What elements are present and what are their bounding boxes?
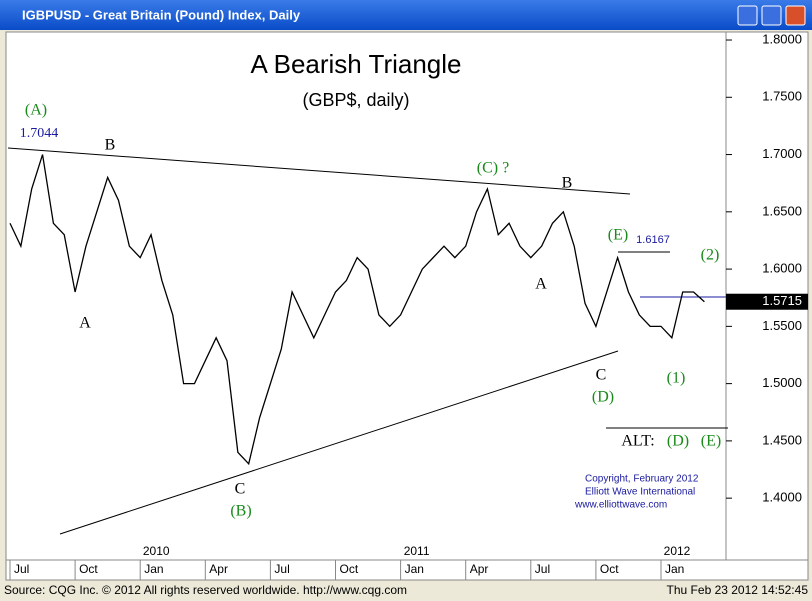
annotation: Elliott Wave International xyxy=(585,487,695,498)
annotation: B xyxy=(105,137,116,154)
year-label: 2012 xyxy=(664,544,691,558)
annotation: (A) xyxy=(25,102,47,119)
x-tick-label: Oct xyxy=(340,562,359,576)
x-tick-label: Apr xyxy=(209,562,228,576)
annotation: (E) xyxy=(701,433,721,450)
annotation: A xyxy=(79,315,91,332)
x-tick-label: Jan xyxy=(405,562,424,576)
minimize-button[interactable] xyxy=(737,5,758,26)
window-title: IGBPUSD - Great Britain (Pound) Index, D… xyxy=(22,7,301,22)
y-tick-label: 1.5000 xyxy=(762,375,802,390)
maximize-button[interactable] xyxy=(761,5,782,26)
title-bar xyxy=(0,0,812,30)
trendline-upper xyxy=(7,147,631,195)
annotation: www.elliottwave.com xyxy=(574,500,667,511)
annotation: (C) ? xyxy=(477,160,509,177)
annotation: B xyxy=(562,175,573,192)
price-line xyxy=(9,154,705,466)
annotation: C xyxy=(235,481,246,498)
y-tick-label: 1.5500 xyxy=(762,318,802,333)
x-tick-label: Oct xyxy=(79,562,98,576)
x-tick-label: Apr xyxy=(470,562,489,576)
annotation: (D) xyxy=(667,433,689,450)
annotation: 1.7044 xyxy=(20,126,59,141)
y-tick-label: 1.6000 xyxy=(762,261,802,276)
y-tick-label: 1.4000 xyxy=(762,490,802,505)
annotation: (B) xyxy=(230,503,251,520)
annotation: Copyright, February 2012 xyxy=(585,474,699,485)
x-tick-label: Oct xyxy=(600,562,619,576)
annotation: A xyxy=(535,276,547,293)
x-tick-label: Jul xyxy=(14,562,29,576)
annotation: (D) xyxy=(592,389,614,406)
footer-source: Source: CQG Inc. © 2012 All rights reser… xyxy=(4,583,407,597)
y-tick-label: 1.7000 xyxy=(762,146,802,161)
chart-subtitle: (GBP$, daily) xyxy=(302,90,409,110)
trendline-lower xyxy=(59,350,619,535)
y-tick-label: 1.8000 xyxy=(762,31,802,46)
annotation: 1.6167 xyxy=(636,234,670,246)
annotation: (E) xyxy=(608,227,628,244)
chart: 1.4000 1.4500 1.5000 1.5500 1.6000 1.6500 1.70… xyxy=(9,31,808,580)
annotation: (2) xyxy=(701,247,720,264)
y-tick-label: 1.6500 xyxy=(762,203,802,218)
year-label: 2011 xyxy=(404,544,430,558)
annotation: (1) xyxy=(667,370,686,387)
annotation: C xyxy=(596,367,607,384)
year-label: 2010 xyxy=(143,544,170,558)
close-button[interactable] xyxy=(785,5,806,26)
x-tick-label: Jan xyxy=(144,562,163,576)
x-tick-label: Jul xyxy=(535,562,550,576)
last-price-label: 1.5715 xyxy=(762,293,802,308)
footer-timestamp: Thu Feb 23 2012 14:52:45 xyxy=(667,583,809,597)
chart-title: A Bearish Triangle xyxy=(250,49,461,79)
y-tick-label: 1.7500 xyxy=(762,89,802,104)
x-tick-label: Jul xyxy=(274,562,289,576)
annotation: ALT: xyxy=(621,433,654,450)
y-tick-label: 1.4500 xyxy=(762,432,802,447)
last-price-box xyxy=(726,293,808,310)
x-tick-label: Jan xyxy=(665,562,684,576)
time-axis xyxy=(5,559,809,581)
